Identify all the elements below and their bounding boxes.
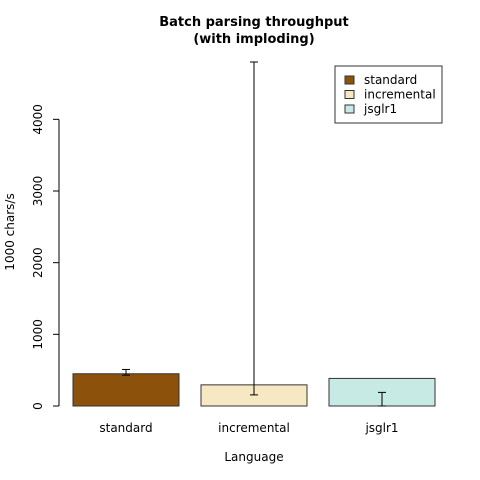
chart-title-line-2: (with imploding) xyxy=(193,32,314,47)
legend-swatch-incremental xyxy=(344,90,355,99)
x-category-labels: standard incremental jsglr1 xyxy=(99,421,398,435)
y-tick-label: 1000 xyxy=(31,319,45,350)
legend-label-incremental: incremental xyxy=(364,88,436,102)
x-tick-label-standard: standard xyxy=(99,421,152,435)
legend-swatch-standard xyxy=(344,75,355,85)
chart-title-line-1: Batch parsing throughput xyxy=(159,15,349,30)
legend-swatch-jsglr1 xyxy=(344,104,355,114)
error-bars xyxy=(122,61,386,407)
x-tick-label-jsglr1: jsglr1 xyxy=(364,421,398,435)
y-axis-label: 1000 chars/s xyxy=(3,193,17,270)
legend-label-standard: standard xyxy=(364,73,417,87)
y-tick-label: 2000 xyxy=(31,247,45,278)
y-tick-label: 4000 xyxy=(31,104,45,135)
x-tick-label-incremental: incremental xyxy=(218,421,290,435)
bar-standard xyxy=(72,373,180,407)
legend-label-jsglr1: jsglr1 xyxy=(363,102,397,116)
y-tick-label: 0 xyxy=(31,402,45,410)
y-tick-label: 3000 xyxy=(31,176,45,207)
x-axis-label: Language xyxy=(224,450,283,464)
y-axis: 0 1000 2000 3000 4000 xyxy=(31,104,60,410)
